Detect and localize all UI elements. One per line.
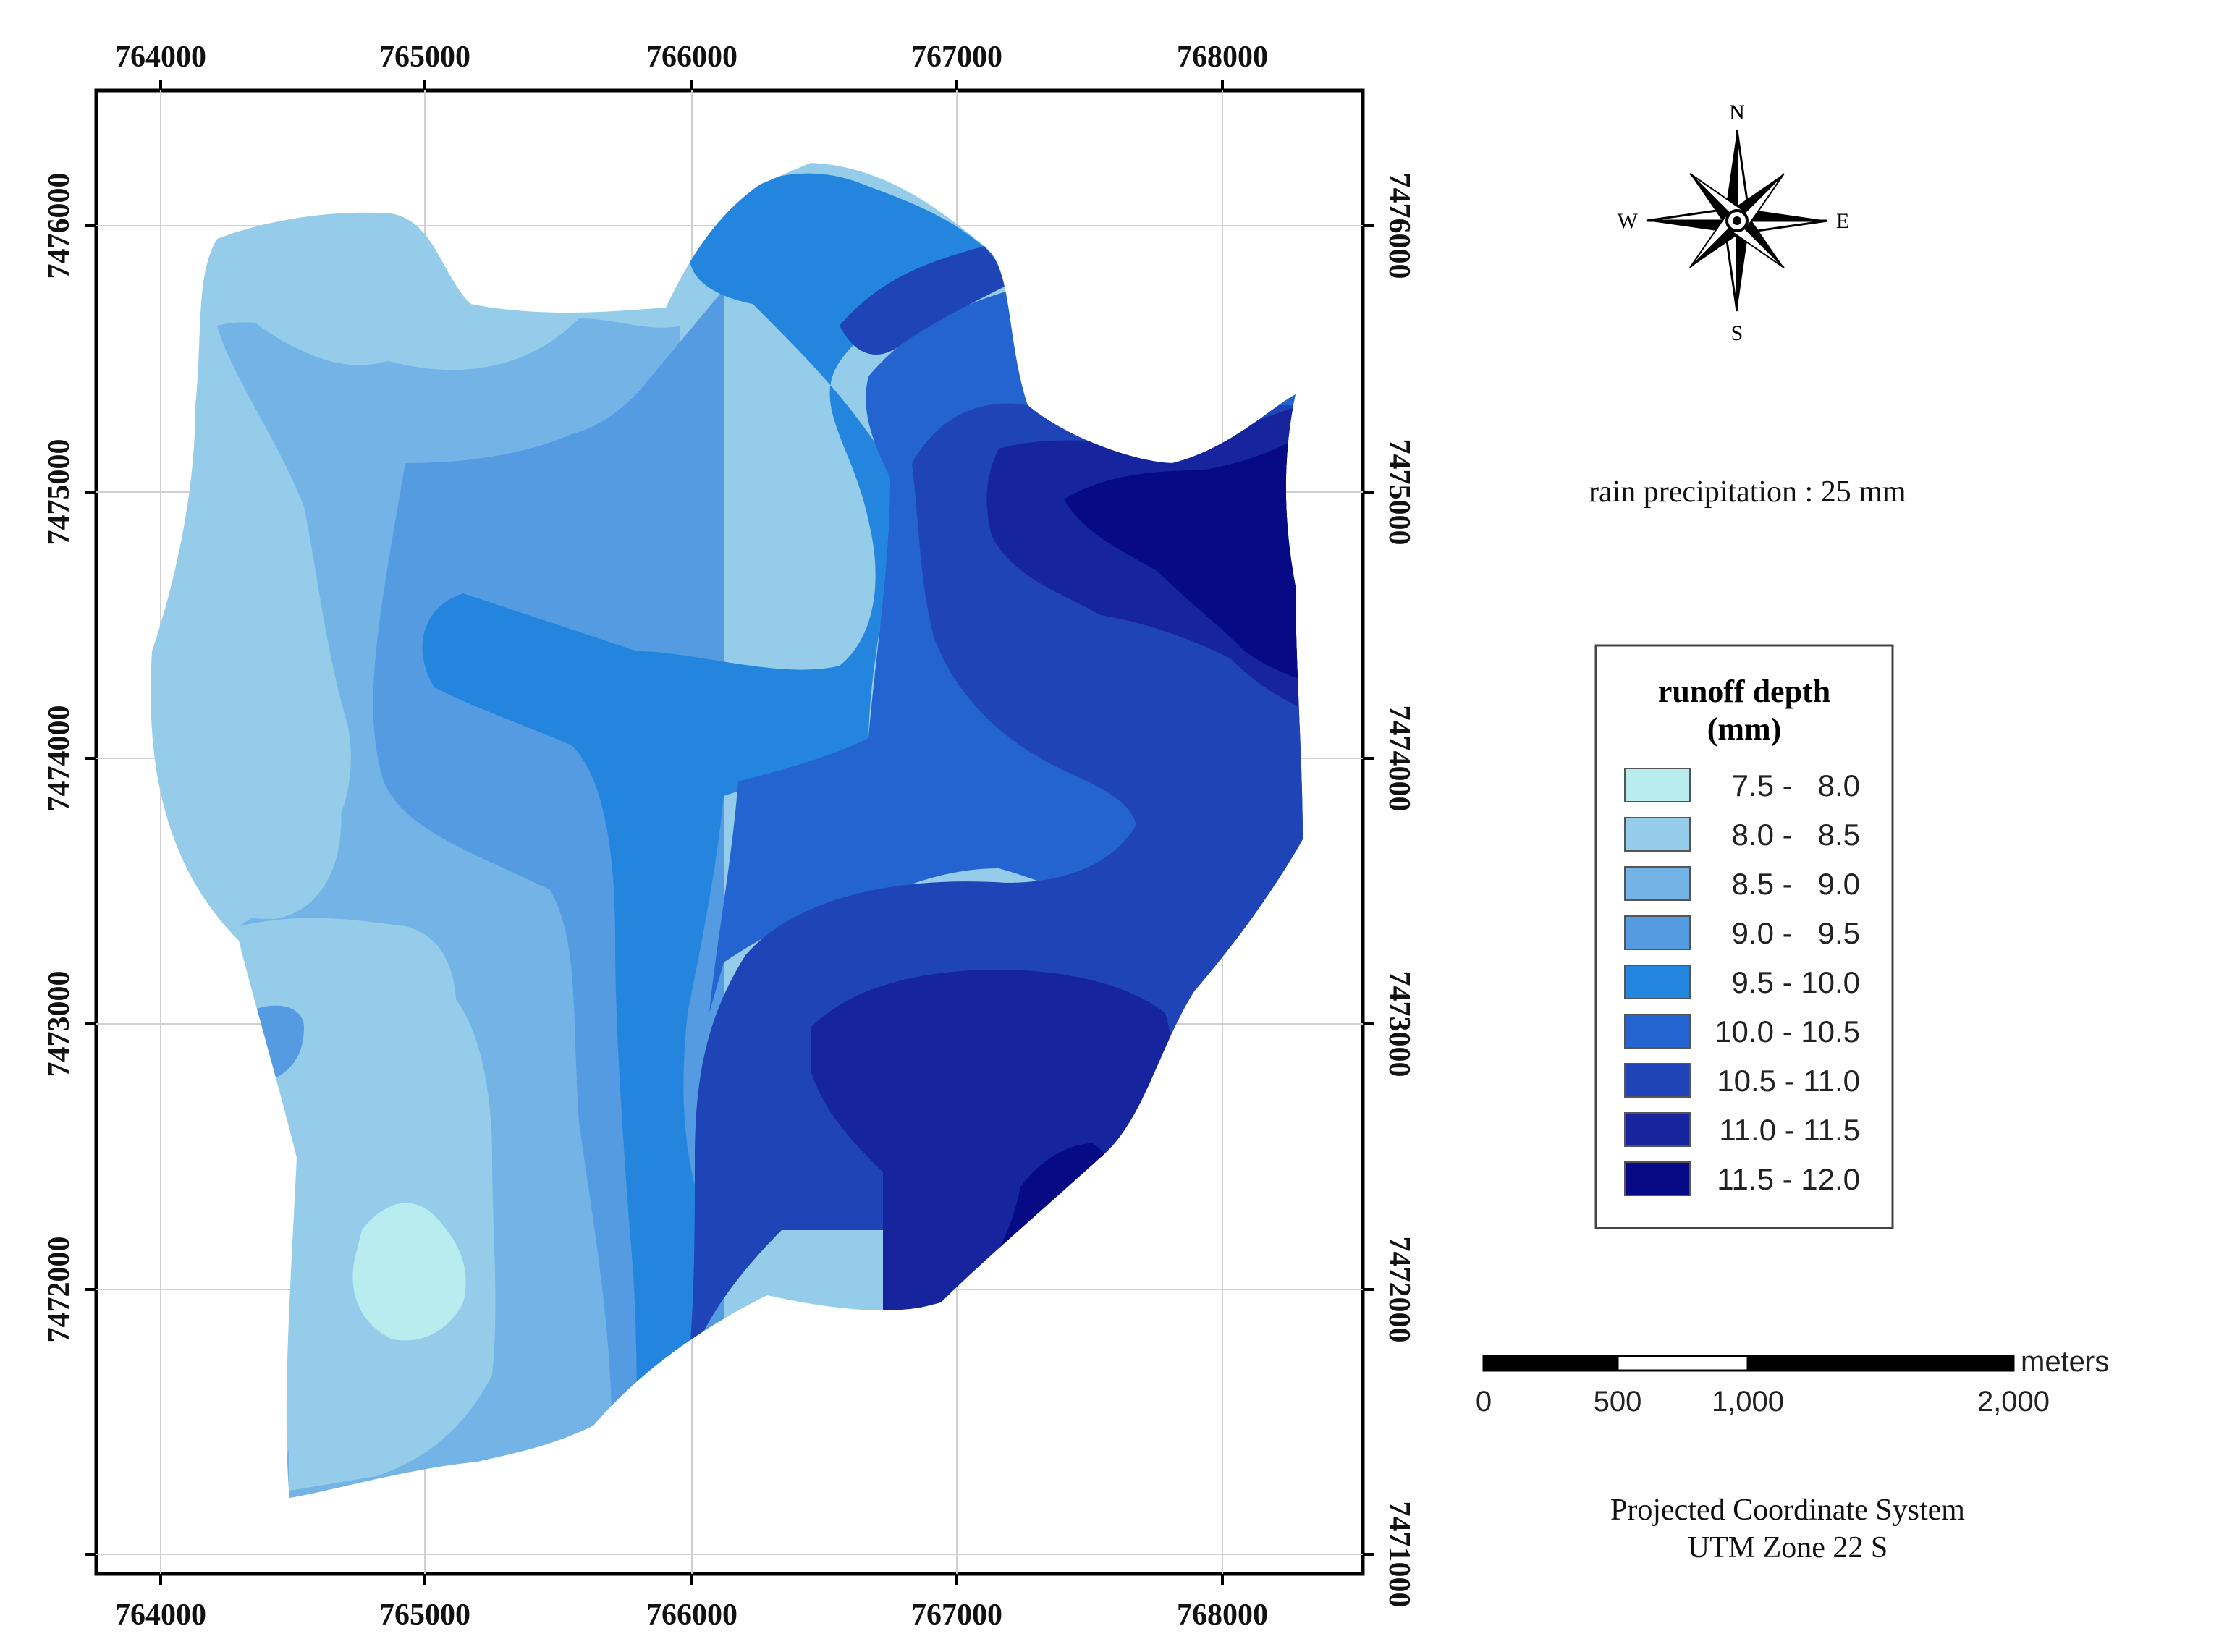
y-tick-label: 7473000 (43, 971, 76, 1077)
basin-runoff-zones (151, 163, 1303, 1498)
legend-label: 8.5 - 9.0 (1732, 867, 1860, 901)
scale-label: 1,000 (1712, 1386, 1784, 1418)
x-tick-label: 766000 (646, 41, 737, 74)
y-tick-label: 7474000 (1382, 706, 1416, 812)
scale-label: 2,000 (1977, 1386, 2050, 1418)
projection-line-1: Projected Coordinate System (1610, 1494, 1965, 1527)
legend-swatch (1624, 915, 1691, 950)
legend-label: 10.0 - 10.5 (1715, 1015, 1860, 1049)
x-axis-top: 764000 765000 766000 767000 768000 (115, 41, 1268, 74)
scale-unit: meters (2021, 1346, 2109, 1378)
projection-line-2: UTM Zone 22 S (1688, 1531, 1888, 1564)
y-tick-label: 7474000 (43, 706, 76, 812)
y-tick-label: 7472000 (1382, 1237, 1416, 1343)
x-tick-label: 764000 (115, 1598, 206, 1632)
compass-n-label: N (1729, 101, 1745, 124)
x-tick-label: 767000 (911, 1598, 1002, 1632)
x-tick-label: 765000 (379, 41, 470, 74)
x-axis-bottom: 764000 765000 766000 767000 768000 (115, 1598, 1268, 1632)
legend-label: 9.0 - 9.5 (1732, 916, 1860, 950)
y-tick-label: 7471000 (1382, 1501, 1416, 1608)
legend-swatch (1624, 866, 1691, 901)
y-axis-left: 7476000 7475000 7474000 7473000 7472000 (43, 173, 76, 1343)
legend-label: 9.5 - 10.0 (1732, 965, 1860, 999)
legend-title: runoff depth (1658, 674, 1830, 709)
scale-label: 500 (1594, 1386, 1642, 1418)
y-tick-label: 7475000 (1382, 439, 1416, 546)
compass-w-label: W (1618, 209, 1639, 233)
x-tick-label: 766000 (646, 1598, 737, 1632)
legend-swatch (1624, 965, 1691, 999)
x-tick-label: 767000 (911, 41, 1002, 74)
legend-swatch (1624, 1063, 1691, 1098)
compass-e-label: E (1836, 209, 1849, 233)
y-axis-right: 7476000 7475000 7474000 7473000 7472000 … (1382, 173, 1416, 1608)
y-tick-label: 7473000 (1382, 971, 1416, 1077)
legend-label: 11.0 - 11.5 (1719, 1113, 1860, 1147)
legend-swatch (1624, 817, 1691, 852)
legend-label: 11.5 - 12.0 (1717, 1162, 1860, 1196)
legend-swatch (1624, 1014, 1691, 1049)
y-tick-label: 7472000 (43, 1237, 76, 1343)
legend-label: 10.5 - 11.0 (1717, 1064, 1860, 1098)
x-tick-label: 764000 (115, 41, 206, 74)
legend: runoff depth (mm) 7.5 - 8.0 8.0 - 8.5 8.5 … (1594, 644, 1894, 1229)
legend-title-unit: (mm) (1707, 711, 1782, 747)
scale-label: 0 (1476, 1386, 1492, 1418)
y-tick-label: 7476000 (1382, 173, 1416, 279)
y-tick-label: 7475000 (43, 439, 76, 546)
tick-marks (85, 80, 1374, 1585)
precipitation-annotation: rain precipitation : 25 mm (1589, 475, 1906, 509)
legend-classes: 7.5 - 8.0 8.0 - 8.5 8.5 - 9.0 9.0 - 9.5 9.5 … (1624, 768, 1860, 1196)
compass-s-label: S (1731, 321, 1744, 345)
x-tick-label: 768000 (1177, 1598, 1268, 1632)
legend-swatch (1624, 768, 1691, 802)
x-tick-label: 768000 (1177, 41, 1268, 74)
x-tick-label: 765000 (379, 1598, 470, 1632)
compass-rose-icon: N S E W (1618, 101, 1850, 345)
legend-swatch (1624, 1161, 1691, 1196)
legend-swatch (1624, 1112, 1691, 1147)
legend-label: 7.5 - 8.0 (1732, 768, 1860, 802)
scale-bar: meters 0 500 1,000 2,000 (1476, 1346, 2109, 1418)
legend-label: 8.0 - 8.5 (1732, 818, 1860, 852)
y-tick-label: 7476000 (43, 173, 76, 279)
